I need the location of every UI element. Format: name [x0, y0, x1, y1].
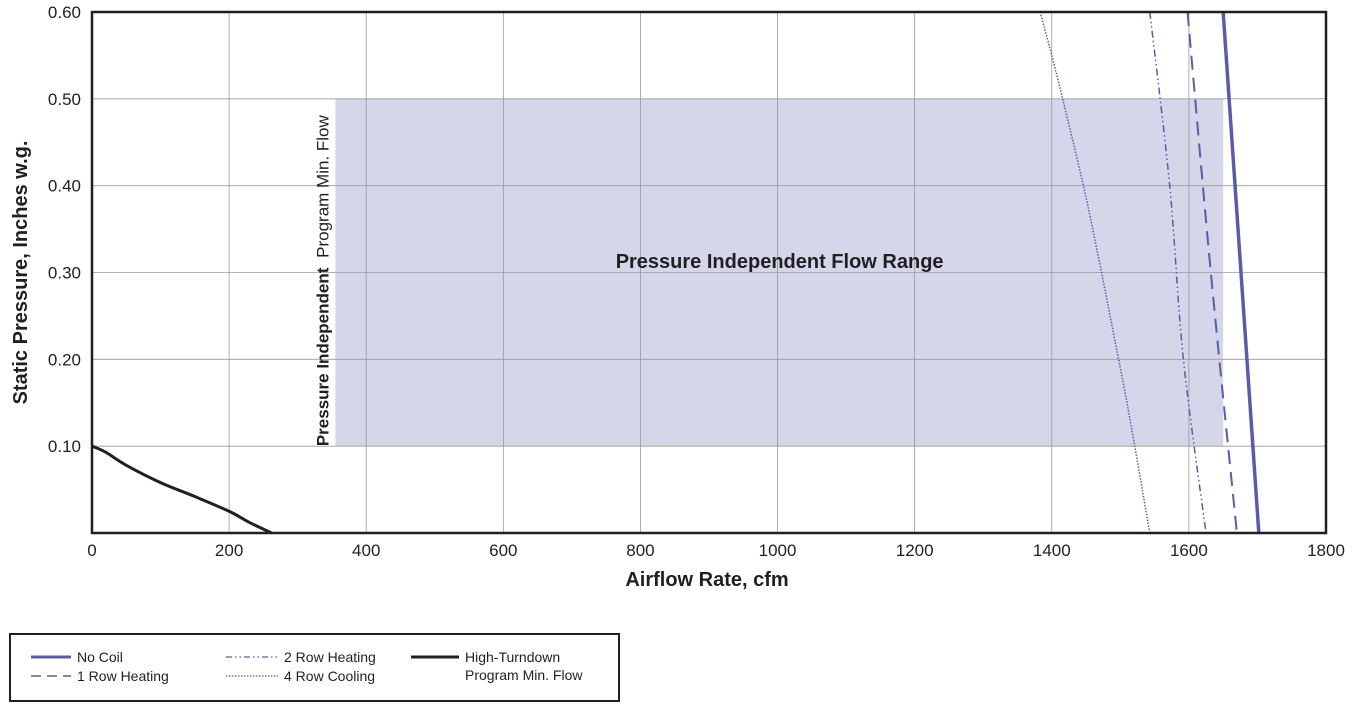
flow-range-label: Pressure Independent Flow Range [616, 251, 944, 273]
legend-item-no-coil: No Coil [31, 648, 123, 666]
x-tick-label: 0 [87, 541, 96, 560]
x-axis-label: Airflow Rate, cfm [625, 569, 788, 591]
x-tick-labels: 0 200 400 600 800 1000 1200 1400 1600 1800 [87, 541, 1345, 560]
legend-swatch-high-turndown [411, 655, 459, 659]
y-axis-label: Static Pressure, Inches w.g. [10, 141, 32, 405]
y-tick-label: 0.10 [48, 437, 81, 456]
x-tick-label: 200 [215, 541, 243, 560]
series-line-high-turndown [91, 444, 273, 535]
y-tick-labels: 0.10 0.20 0.30 0.40 0.50 0.60 [48, 3, 81, 456]
min-flow-annotation-bold: Pressure Independent [314, 267, 333, 446]
legend-swatch-no-coil [31, 655, 71, 659]
min-flow-annotation: Pressure Independent Program Min. Flow [314, 115, 333, 447]
legend-item-high-turndown: High-Turndown Program Min. Flow [411, 648, 582, 684]
x-tick-label: 600 [489, 541, 517, 560]
legend-label-no-coil: No Coil [77, 649, 123, 665]
legend-swatch-2-row [226, 656, 278, 658]
y-tick-label: 0.40 [48, 177, 81, 196]
legend-item-1-row: 1 Row Heating [31, 667, 169, 685]
y-tick-label: 0.50 [48, 90, 81, 109]
series-line-no-coil [1221, 11, 1261, 534]
x-tick-label: 1200 [896, 541, 934, 560]
x-tick-label: 400 [352, 541, 380, 560]
series-line-4-row-cooling [1039, 11, 1151, 534]
chart-svg: Pressure Independent Flow Range Pressure… [10, 3, 1345, 591]
series-layer [91, 11, 1261, 535]
legend-swatch-4-row [226, 675, 278, 677]
y-tick-label: 0.20 [48, 350, 81, 369]
plot-frame [90, 10, 1328, 535]
legend-swatch-1-row [31, 675, 71, 677]
legend-label-2-row: 2 Row Heating [284, 649, 376, 665]
x-tick-label: 800 [626, 541, 654, 560]
min-flow-annotation-normal: Program Min. Flow [314, 115, 333, 258]
x-tick-label: 1000 [759, 541, 797, 560]
legend-item-2-row: 2 Row Heating [226, 648, 376, 666]
legend-label-high-turndown: High-Turndown Program Min. Flow [465, 649, 583, 683]
x-tick-label: 1600 [1170, 541, 1208, 560]
y-tick-label: 0.30 [48, 264, 81, 283]
y-tick-label: 0.60 [48, 3, 81, 22]
legend-label-1-row: 1 Row Heating [77, 668, 169, 684]
legend-label-4-row: 4 Row Cooling [284, 668, 376, 684]
series-line-2-row-heating [1149, 11, 1207, 534]
legend-item-4-row: 4 Row Cooling [226, 667, 375, 685]
x-tick-label: 1400 [1033, 541, 1071, 560]
x-tick-label: 1800 [1307, 541, 1345, 560]
legend: No Coil 1 Row Heating 2 Row Heating 4 Ro… [9, 633, 620, 702]
